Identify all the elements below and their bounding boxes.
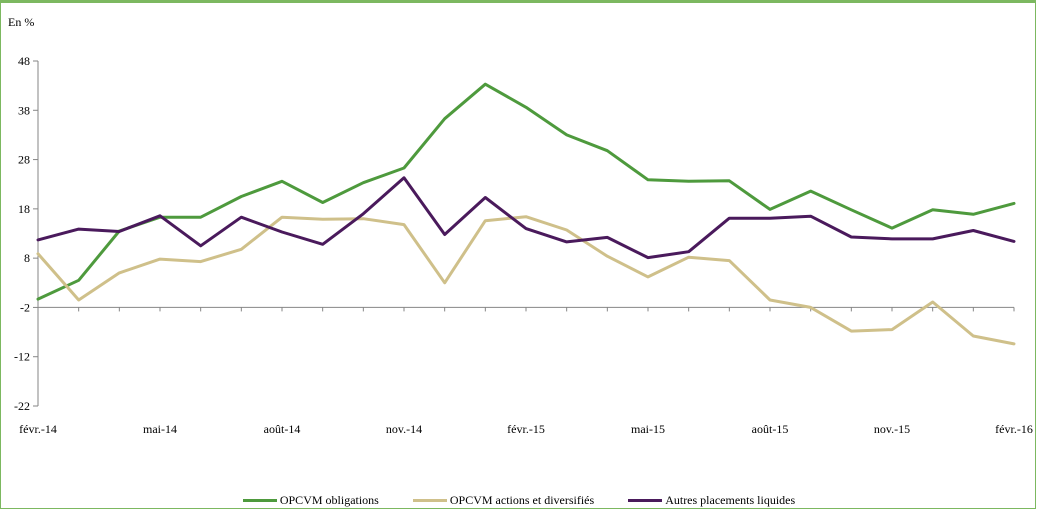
y-tick-label: 28: [18, 153, 30, 167]
y-tick-label: -2: [20, 300, 30, 314]
x-tick-label: août-14: [264, 422, 301, 436]
series-line-3: [36, 176, 1016, 260]
x-tick-label: août-15: [752, 422, 789, 436]
x-tick-label: nov.-15: [874, 422, 910, 436]
series-line-2: [36, 215, 1016, 346]
legend-label: Autres placements liquides: [665, 492, 796, 507]
series-lines: [36, 82, 1016, 346]
legend-label: OPCVM obligations: [279, 492, 379, 507]
x-tick-label: févr.-14: [19, 422, 57, 436]
legend-item: OPCVM actions et diversifiés: [412, 492, 595, 508]
series-line-1: [36, 82, 1016, 301]
x-axis: févr.-14 mai-14 août-14 nov.-14 févr.-15 mai-…: [19, 306, 1033, 436]
legend: OPCVM obligations OPCVM actions et divers…: [0, 491, 1038, 509]
y-tick-label: 8: [24, 251, 30, 265]
y-tick-label: 38: [18, 103, 30, 117]
legend-swatch: [412, 498, 447, 502]
x-tick-label: févr.-15: [507, 422, 545, 436]
y-tick-label: -12: [14, 350, 30, 364]
legend-item: OPCVM obligations: [242, 492, 379, 508]
x-tick-label: nov.-14: [386, 422, 422, 436]
line-chart: En % 48 38 28 18 8 -2 -12 -22 févr.-14 mai-14 aoû…: [8, 15, 1033, 436]
y-tick-label: -22: [14, 399, 30, 413]
legend-swatch: [242, 498, 277, 502]
x-tick-label: mai-14: [143, 422, 177, 436]
legend-label: OPCVM actions et diversifiés: [449, 492, 595, 507]
x-tick-label: mai-15: [631, 422, 665, 436]
legend-item: Autres placements liquides: [628, 493, 795, 508]
y-tick-label: 18: [18, 202, 30, 216]
y-axis: 48 38 28 18 8 -2 -12 -22: [14, 54, 39, 413]
y-unit-label: En %: [8, 15, 34, 29]
y-tick-label: 48: [18, 54, 30, 68]
legend-swatch: [628, 498, 663, 502]
x-tick-label: févr.-16: [995, 422, 1033, 436]
